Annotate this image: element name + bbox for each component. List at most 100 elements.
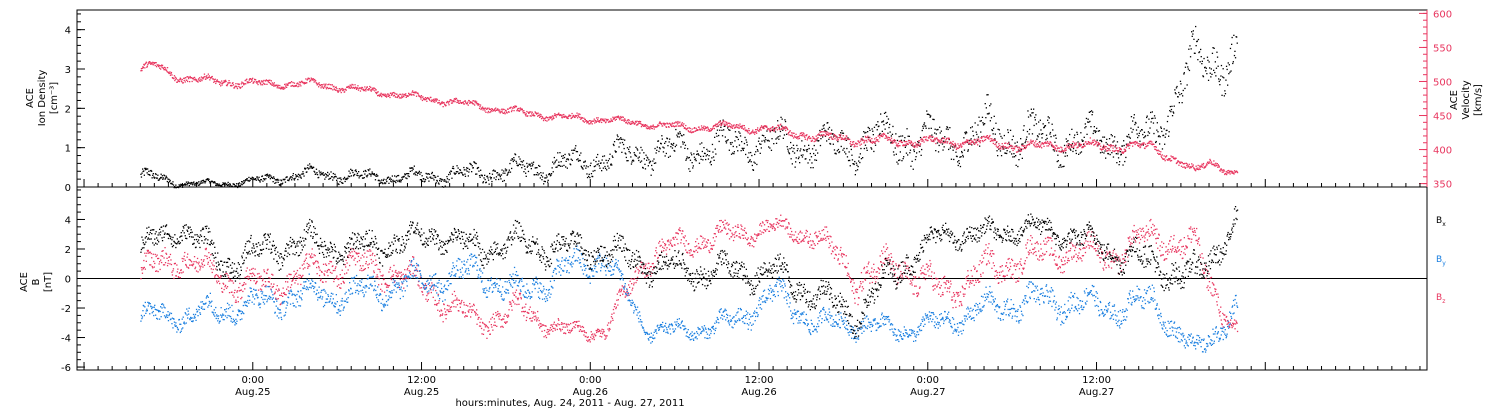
density-point [939, 132, 941, 134]
velocity-point [678, 125, 680, 127]
bz-point [332, 265, 334, 267]
bz-point [302, 268, 304, 270]
density-point [920, 154, 922, 156]
density-point [646, 159, 648, 161]
velocity-point [1111, 145, 1113, 147]
velocity-point [886, 139, 889, 141]
velocity-point [846, 137, 848, 140]
density-point [1039, 119, 1041, 121]
density-point [1198, 51, 1200, 54]
density-point [1034, 116, 1036, 119]
density-point [406, 173, 409, 175]
velocity-point [597, 117, 599, 119]
bz-point [212, 264, 214, 266]
density-point [892, 151, 895, 153]
density-point [889, 131, 891, 133]
velocity-point [1114, 145, 1117, 147]
density-point [580, 165, 582, 167]
bz-point [400, 276, 402, 278]
velocity-point [604, 118, 606, 120]
velocity-point [839, 136, 841, 138]
velocity-point [676, 121, 678, 124]
density-point [181, 186, 184, 188]
density-point [633, 152, 635, 154]
density-point [725, 142, 728, 144]
density-point [655, 152, 657, 154]
velocity-point [975, 140, 977, 142]
velocity-point [314, 78, 316, 81]
velocity-point [224, 79, 227, 81]
bz-point [419, 287, 421, 289]
density-point [1142, 133, 1144, 136]
bz-point [340, 287, 342, 289]
velocity-point [732, 125, 735, 127]
velocity-point [1054, 147, 1056, 149]
velocity-point [959, 145, 961, 147]
velocity-point [277, 85, 279, 87]
velocity-point [689, 131, 691, 133]
velocity-point [634, 120, 637, 123]
density-point [899, 159, 901, 161]
density-point [1042, 123, 1044, 125]
velocity-point [919, 143, 922, 145]
velocity-point [829, 132, 831, 134]
velocity-point [209, 79, 211, 81]
density-point [347, 177, 349, 179]
velocity-point [149, 61, 151, 63]
velocity-point [871, 142, 873, 144]
bz-point [407, 277, 409, 280]
density-point [945, 128, 948, 130]
bz-point [300, 283, 302, 286]
velocity-point [832, 138, 834, 140]
density-point [813, 152, 815, 155]
density-point [649, 160, 652, 162]
velocity-point [804, 138, 806, 140]
density-point [185, 181, 188, 183]
density-point [921, 129, 923, 132]
density-point [714, 136, 716, 138]
velocity-point [320, 84, 323, 86]
density-point [837, 140, 839, 143]
velocity-point [1015, 145, 1017, 148]
density-point [391, 175, 393, 177]
density-point [673, 142, 675, 145]
density-point [344, 180, 346, 183]
density-point [188, 184, 190, 187]
velocity-point [428, 98, 430, 100]
velocity-point [846, 135, 848, 137]
velocity-point [802, 132, 805, 134]
density-point [598, 165, 600, 167]
bz-point [194, 267, 196, 270]
velocity-point [784, 126, 786, 128]
density-point [1142, 144, 1144, 146]
bz-point [480, 327, 483, 330]
velocity-point [1075, 142, 1078, 144]
velocity-point [333, 85, 335, 87]
velocity-point [200, 78, 202, 80]
velocity-point [512, 107, 514, 109]
velocity-point [492, 110, 494, 112]
density-point [747, 156, 749, 159]
bz-point [148, 251, 150, 253]
density-point [765, 139, 767, 141]
velocity-point [1170, 159, 1173, 162]
density-point [653, 162, 656, 164]
bz-point [312, 256, 314, 258]
bz-point [471, 311, 473, 313]
velocity-point [1003, 147, 1005, 149]
velocity-point [555, 114, 557, 116]
velocity-point [739, 123, 741, 125]
velocity-point [1032, 140, 1034, 142]
velocity-point [994, 139, 996, 141]
density-point [565, 166, 567, 168]
density-point [410, 167, 413, 169]
density-point [540, 174, 543, 177]
density-point [1225, 65, 1228, 67]
density-point [504, 168, 507, 170]
velocity-point [188, 77, 190, 80]
density-point [873, 150, 875, 153]
bz-point [220, 275, 222, 277]
velocity-point [695, 127, 697, 130]
bz-point [450, 310, 452, 312]
